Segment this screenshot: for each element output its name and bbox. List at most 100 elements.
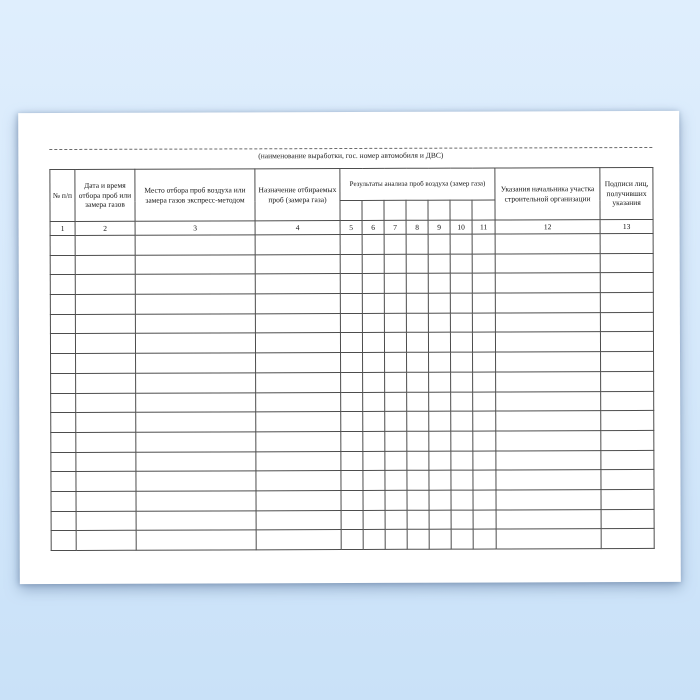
table-cell xyxy=(495,371,601,392)
column-number-cell: 13 xyxy=(600,219,654,234)
table-cell xyxy=(495,391,601,412)
table-cell xyxy=(495,410,601,431)
table-cell xyxy=(50,392,76,413)
table-row xyxy=(50,233,654,256)
table-cell xyxy=(601,469,655,490)
table-cell xyxy=(406,312,429,333)
table-cell xyxy=(472,470,497,491)
group-header-results: Результаты анализа проб воздуха (замер г… xyxy=(339,167,496,201)
table-cell xyxy=(362,470,385,491)
table-cell xyxy=(450,490,474,510)
table-cell xyxy=(340,273,363,294)
table-cell xyxy=(50,432,76,453)
table-cell xyxy=(472,312,496,333)
table-cell xyxy=(472,371,496,392)
table-cell xyxy=(450,371,473,392)
table-cell xyxy=(255,254,341,275)
table-row xyxy=(51,509,655,531)
table-cell xyxy=(255,470,341,491)
subcolumn-cell xyxy=(383,200,407,221)
table-row xyxy=(50,469,655,492)
table-cell xyxy=(255,332,341,353)
column-number-cell: 9 xyxy=(428,220,451,235)
table-cell xyxy=(50,471,77,492)
table-cell xyxy=(472,430,496,451)
table-cell xyxy=(136,510,257,531)
table-cell xyxy=(601,509,655,529)
table-cell xyxy=(406,411,429,432)
table-cell xyxy=(472,273,496,294)
subcolumn-cell xyxy=(427,200,451,221)
table-cell xyxy=(600,351,654,372)
table-cell xyxy=(340,254,363,274)
table-cell xyxy=(255,431,341,452)
table-cell xyxy=(362,372,385,392)
table-cell xyxy=(362,273,385,294)
table-cell xyxy=(75,235,136,256)
table-cell xyxy=(362,332,385,353)
table-cell xyxy=(256,529,342,550)
table-cell xyxy=(472,411,496,431)
table-cell xyxy=(495,430,601,451)
table-cell xyxy=(135,333,256,354)
table-cell xyxy=(340,490,364,511)
table-cell xyxy=(340,372,363,393)
table-cell xyxy=(496,469,602,490)
table-cell xyxy=(472,489,497,510)
table-cell xyxy=(340,411,363,432)
table-cell xyxy=(135,451,256,472)
table-cell xyxy=(136,490,257,511)
table-cell xyxy=(384,391,407,412)
table-row xyxy=(50,331,654,354)
table-cell xyxy=(600,272,654,293)
table-cell xyxy=(363,529,386,550)
table-cell xyxy=(600,233,654,254)
table-cell xyxy=(340,451,363,471)
column-header-13: Подписи лиц, получивших указания xyxy=(599,167,654,220)
table-cell xyxy=(384,490,408,511)
table-cell xyxy=(450,352,473,372)
table-cell xyxy=(450,312,473,333)
table-cell xyxy=(340,391,363,412)
table-cell xyxy=(428,411,451,432)
table-cell xyxy=(75,353,136,374)
table-cell xyxy=(496,509,602,530)
table-cell xyxy=(472,293,496,313)
table-cell xyxy=(406,253,429,274)
table-cell xyxy=(135,372,256,393)
table-cell xyxy=(75,451,136,472)
table-cell xyxy=(135,274,256,295)
table-cell xyxy=(362,254,385,274)
table-row xyxy=(50,292,654,315)
table-cell xyxy=(496,528,602,549)
table-cell xyxy=(384,234,407,255)
table-cell xyxy=(450,391,473,412)
table-cell xyxy=(428,234,451,254)
table-cell xyxy=(601,489,655,510)
table-cell xyxy=(76,491,137,512)
table-cell xyxy=(76,530,137,551)
table-cell xyxy=(362,293,385,314)
table-cell xyxy=(451,509,474,530)
table-row xyxy=(50,253,654,275)
table-cell xyxy=(362,490,386,511)
table-row xyxy=(50,430,654,453)
table-cell xyxy=(341,529,364,550)
table-cell xyxy=(50,255,76,275)
table-cell xyxy=(50,353,76,374)
column-number-cell: 7 xyxy=(384,220,407,235)
table-cell xyxy=(76,510,137,531)
table-cell xyxy=(340,470,363,491)
table-cell xyxy=(50,333,76,354)
subcolumn-cell xyxy=(405,200,429,221)
column-number-cell: 1 xyxy=(50,221,76,236)
column-number-cell: 6 xyxy=(362,220,385,235)
table-cell xyxy=(75,313,136,334)
table-cell xyxy=(255,490,342,511)
column-number-cell: 11 xyxy=(472,219,496,235)
table-cell xyxy=(340,352,363,373)
subcolumn-cell xyxy=(471,199,496,221)
table-cell xyxy=(428,371,451,392)
column-header-2: Дата и время отбора проб или замера газо… xyxy=(74,169,136,222)
column-header-4: Назначение отбираемых проб (замера газа) xyxy=(254,168,341,221)
